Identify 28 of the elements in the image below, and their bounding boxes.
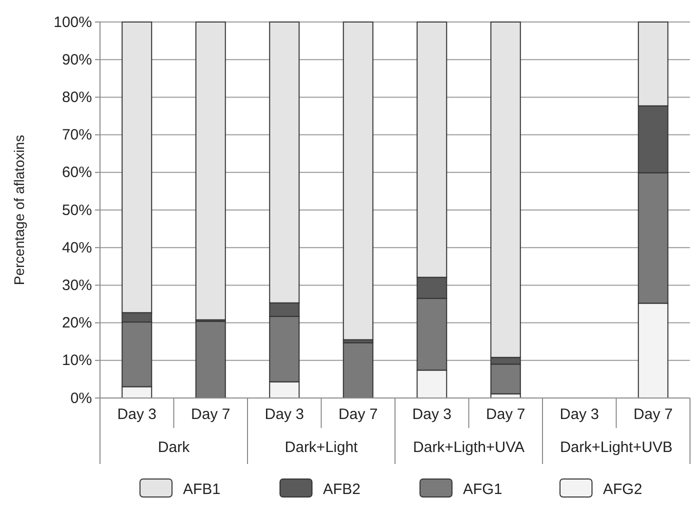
legend-label: AFG1 bbox=[463, 481, 502, 498]
x-tick-label: Day 3 bbox=[117, 406, 156, 423]
y-tick-label: 40% bbox=[62, 239, 92, 256]
x-tick-label: Day 3 bbox=[412, 406, 452, 423]
text: Dark+Light+UVB bbox=[560, 439, 673, 456]
x-tick-label: Day 7 bbox=[634, 406, 673, 423]
x-tick-label: Day 7 bbox=[191, 406, 230, 423]
x-tick-label: Day 7 bbox=[486, 406, 526, 423]
text: Dark+Ligth+UVA bbox=[413, 439, 524, 456]
text: Dark bbox=[158, 439, 190, 456]
x-tick-label: Day 7 bbox=[338, 406, 378, 423]
y-tick-label: 0% bbox=[70, 390, 92, 407]
y-tick-label: 20% bbox=[62, 314, 92, 332]
y-tick-label: 90% bbox=[62, 51, 92, 68]
legend-label: AFB2 bbox=[323, 481, 361, 498]
y-tick-label: 70% bbox=[62, 126, 92, 144]
legend-label: AFG2 bbox=[603, 481, 642, 498]
y-tick-label: 30% bbox=[62, 277, 92, 294]
y-tick-label: 60% bbox=[62, 164, 92, 182]
y-tick-label: 80% bbox=[62, 89, 92, 106]
x-tick-label: Day 3 bbox=[264, 406, 304, 423]
y-tick-label: 50% bbox=[62, 202, 92, 219]
x-tick-label: Day 3 bbox=[560, 406, 599, 423]
y-tick-label: 100% bbox=[54, 14, 92, 31]
legend-label: AFB1 bbox=[183, 481, 221, 498]
y-tick-label: 10% bbox=[62, 352, 92, 370]
text: Dark+Light bbox=[284, 439, 359, 456]
y-axis-title: Percentage of aflatoxins bbox=[11, 134, 27, 286]
